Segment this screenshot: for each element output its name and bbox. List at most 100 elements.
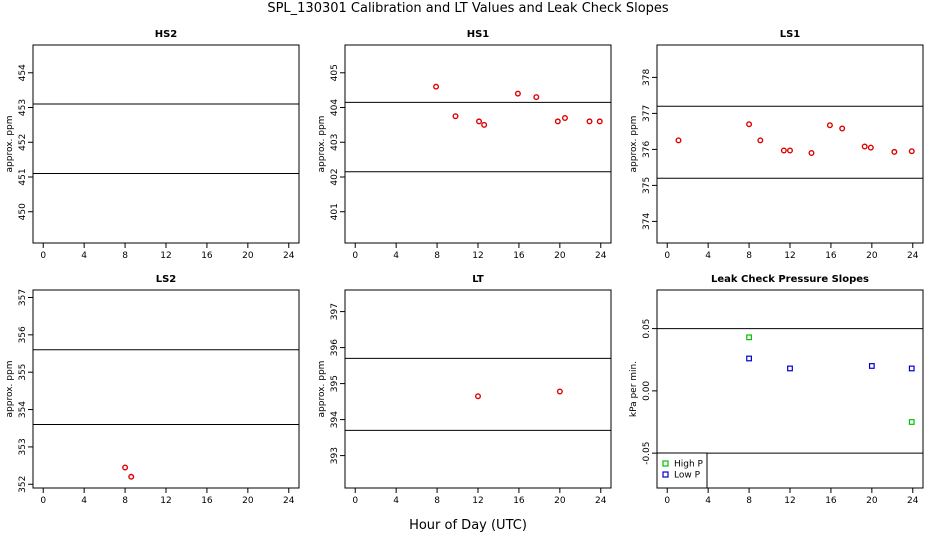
x-tick-label: 0 [40,496,46,506]
data-point [554,118,561,125]
y-tick-label: 396 [330,339,340,356]
x-axis-label: Hour of Day (UTC) [409,518,527,533]
data-point [475,393,482,400]
x-tick-label: 8 [746,251,752,261]
y-tick-label: 352 [18,476,28,493]
y-tick-label: 402 [330,168,340,185]
data-point [586,118,593,125]
y-tick-label: 395 [330,375,340,392]
data-point [861,143,868,150]
data-point [122,464,129,471]
panel-ls2: LS2 0 4 8 12 16 20 24 352 353 354 355 356 357 approx. … [5,274,300,506]
x-tick-label: 24 [907,251,919,261]
data-point [826,122,833,129]
x-tick-label: 16 [513,251,525,261]
data-point [596,118,603,125]
y-tick-label: 375 [642,177,652,194]
x-tick-label: 0 [352,496,358,506]
x-tick-label: 4 [705,251,711,261]
x-tick-label: 12 [784,251,795,261]
data-point [128,473,135,480]
y-tick-label: 401 [330,203,340,220]
panel-hs2: HS2 0 4 8 12 16 20 24 450 451 452 453 454 approx. ppm [5,29,300,261]
x-tick-label: 20 [242,251,254,261]
panel-title: LT [472,274,484,285]
data-point [514,90,521,97]
x-tick-label: 16 [201,496,213,506]
y-tick-label: 451 [18,168,28,185]
y-tick-label: 454 [18,64,28,81]
x-tick-label: 24 [595,496,607,506]
x-tick-label: 24 [283,496,295,506]
y-axis-label: approx. ppm [317,116,327,173]
data-point [675,137,682,144]
plot-frame [656,44,924,244]
y-tick-label: 357 [18,289,28,306]
panel-lt: LT 0 4 8 12 16 20 24 393 394 395 396 397 approx. ppm [317,274,612,506]
panel-title: LS2 [156,274,177,285]
x-tick-label: 12 [160,496,171,506]
y-tick-label: 397 [330,303,340,320]
legend-swatch [662,460,669,467]
panel-title: LS1 [780,29,801,40]
x-tick-label: 8 [122,496,128,506]
data-point [556,388,563,395]
y-axis-label: approx. ppm [5,361,15,418]
figure-title: SPL_130301 Calibration and LT Values and… [267,1,669,16]
data-point [476,118,483,125]
x-tick-label: 4 [393,251,399,261]
x-tick-label: 24 [283,251,295,261]
data-point [481,121,488,128]
data-point-high-p [908,419,915,425]
data-point-low-p [868,363,875,369]
y-tick-label: 393 [330,447,340,464]
x-tick-label: 16 [825,496,837,506]
data-point-low-p [908,365,915,372]
x-tick-label: 16 [201,251,213,261]
y-tick-label: 378 [642,69,652,86]
x-tick-label: 8 [434,496,440,506]
x-tick-label: 24 [907,496,919,506]
x-tick-label: 0 [664,496,670,506]
plot-frame [32,44,300,244]
x-tick-label: 12 [160,251,171,261]
x-tick-label: 0 [40,251,46,261]
panel-hs1: HS1 0 4 8 12 16 20 24 401 402 403 404 405 approx. ppm [317,29,612,261]
panel-title: HS2 [155,29,178,40]
data-point [808,149,815,156]
y-tick-label: 376 [642,141,652,158]
data-point-low-p [787,365,793,372]
x-tick-label: 4 [81,496,87,506]
x-tick-label: 12 [784,496,795,506]
data-point [746,121,753,128]
y-axis-label: approx. ppm [5,116,15,173]
y-tick-label: 377 [642,105,652,122]
data-point [839,125,846,132]
y-tick-label: 353 [18,438,28,455]
y-tick-label: 355 [18,364,28,381]
x-tick-label: 4 [393,496,399,506]
plot-frame [344,44,612,244]
y-tick-label: 452 [18,134,28,151]
data-point [433,83,440,90]
panel-lc: Leak Check Pressure Slopes 0 4 8 12 16 20 24 -0.… [629,274,924,506]
panel-ls1: LS1 0 4 8 12 16 20 24 374 375 376 377 378 approx. ppm [629,29,924,261]
data-point [867,144,874,151]
y-tick-label: 405 [330,64,340,81]
panel-title: Leak Check Pressure Slopes [711,274,869,285]
y-tick-label: 394 [330,411,340,428]
y-tick-label: 0.00 [642,381,652,401]
y-tick-label: 403 [330,134,340,151]
y-axis-label: approx. ppm [317,361,327,418]
y-tick-label: 356 [18,326,28,343]
data-point [757,137,764,144]
x-tick-label: 20 [242,496,254,506]
x-tick-label: 8 [434,251,440,261]
legend-label: Low P [674,471,701,481]
y-axis-label: kPa per min. [629,361,639,417]
x-tick-label: 20 [866,496,878,506]
x-tick-label: 16 [513,496,525,506]
x-tick-label: 4 [81,251,87,261]
